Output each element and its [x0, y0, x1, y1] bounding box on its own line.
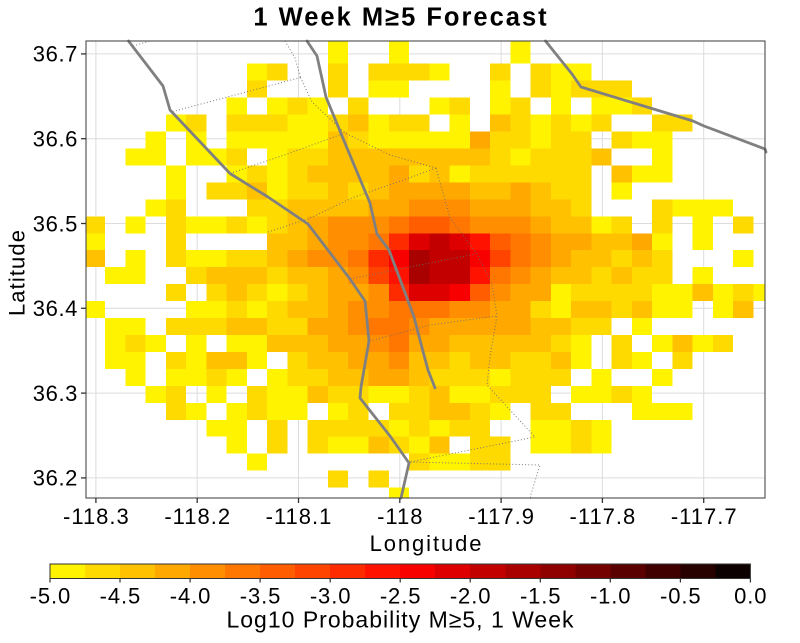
svg-text:-1.0: -1.0 [590, 584, 632, 609]
svg-text:36.7: 36.7 [33, 42, 78, 67]
svg-text:36.6: 36.6 [33, 127, 78, 152]
svg-text:-5.0: -5.0 [30, 584, 72, 609]
svg-text:Longitude: Longitude [370, 531, 484, 556]
svg-text:-118: -118 [377, 504, 423, 529]
svg-text:1 Week M≥5 Forecast: 1 Week M≥5 Forecast [253, 4, 548, 32]
svg-text:36.2: 36.2 [33, 466, 78, 491]
svg-text:-2.0: -2.0 [450, 584, 492, 609]
svg-text:36.4: 36.4 [33, 296, 78, 321]
svg-text:Latitude: Latitude [4, 229, 29, 316]
svg-text:-118.1: -118.1 [266, 504, 333, 529]
svg-text:-2.5: -2.5 [380, 584, 422, 609]
svg-text:-117.7: -117.7 [671, 504, 738, 529]
svg-text:Log10 Probability M≥5, 1 Week: Log10 Probability M≥5, 1 Week [226, 607, 574, 633]
svg-text:-4.5: -4.5 [100, 584, 142, 609]
svg-text:36.3: 36.3 [33, 381, 78, 406]
svg-text:36.5: 36.5 [33, 211, 78, 236]
svg-text:0.0: 0.0 [734, 584, 767, 609]
svg-text:-118.3: -118.3 [63, 504, 130, 529]
svg-text:-3.0: -3.0 [310, 584, 352, 609]
svg-text:-3.5: -3.5 [240, 584, 282, 609]
svg-text:-1.5: -1.5 [520, 584, 562, 609]
svg-text:-118.2: -118.2 [164, 504, 231, 529]
svg-text:-117.8: -117.8 [570, 504, 637, 529]
svg-text:-0.5: -0.5 [660, 584, 702, 609]
svg-text:-117.9: -117.9 [468, 504, 535, 529]
svg-text:-4.0: -4.0 [170, 584, 212, 609]
